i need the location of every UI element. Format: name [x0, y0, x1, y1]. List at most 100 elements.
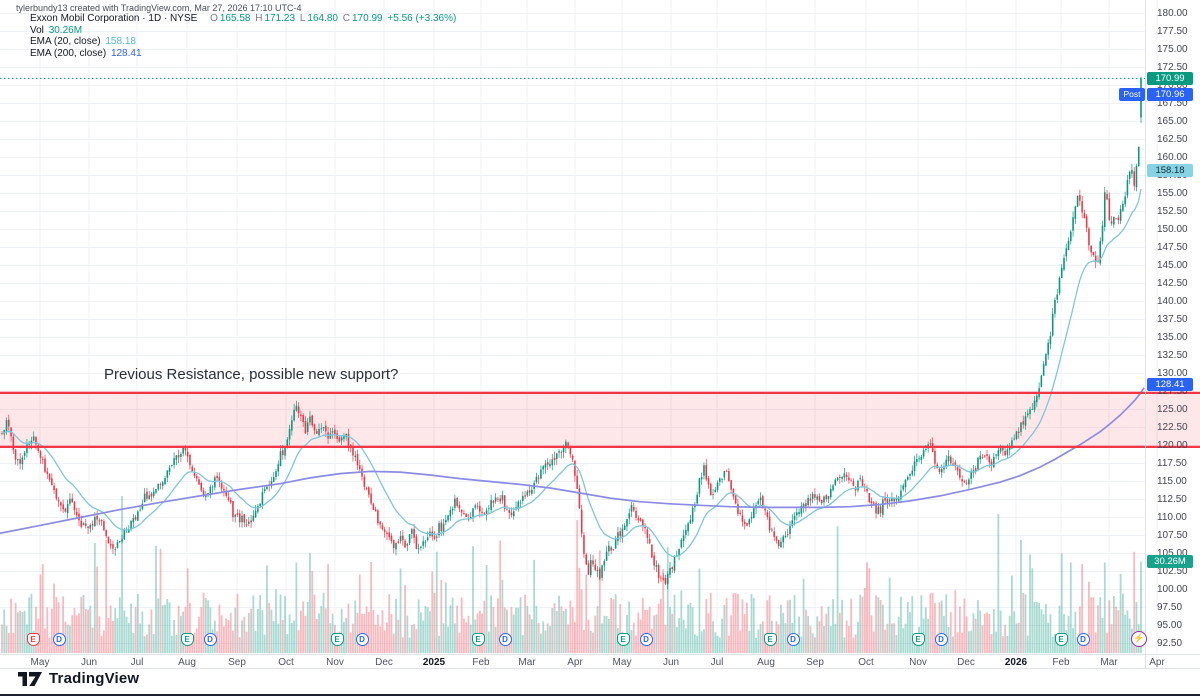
resistance-zone-borders[interactable] [0, 391, 1200, 448]
ema200-legend-row[interactable]: EMA (200, close) 128.41 [30, 48, 144, 59]
time-tick-label: Nov [909, 657, 927, 668]
dividend-icon[interactable]: D [1076, 633, 1090, 646]
change-value: +5.56 (+3.36%) [387, 13, 457, 24]
earnings-icon[interactable]: E [471, 633, 485, 646]
earnings-icon[interactable]: E [1054, 633, 1068, 646]
tradingview-logo-icon [18, 671, 42, 686]
time-tick-label: Sep [228, 657, 246, 668]
price-axis-badge: 170.96 [1147, 88, 1193, 101]
symbol-title[interactable]: Exxon Mobil Corporation · 1D · NYSE [30, 13, 198, 24]
price-tick-label: 142.50 [1157, 277, 1188, 289]
price-tick-label: 160.00 [1157, 151, 1188, 163]
close-value: 170.99 [352, 13, 383, 24]
time-tick-label: Feb [472, 657, 490, 668]
bottom-border-bar [0, 694, 1200, 696]
price-tick-label: 115.00 [1157, 475, 1187, 487]
dividend-icon[interactable]: D [639, 633, 653, 646]
open-label: O [210, 13, 218, 24]
earnings-icon[interactable]: E [180, 633, 194, 646]
time-tick-label: 2025 [422, 657, 446, 668]
ema20-label: EMA (20, close) [30, 36, 101, 47]
price-tick-label: 92.50 [1157, 637, 1183, 649]
price-tick-label: 147.50 [1157, 241, 1188, 253]
tradingview-wordmark: TradingView [49, 670, 140, 687]
high-label: H [255, 13, 263, 24]
time-tick-label: Apr [567, 657, 583, 668]
earnings-icon[interactable]: E [26, 633, 40, 646]
volume-legend-row[interactable]: Vol 30.26M [30, 25, 84, 36]
flash-icon[interactable]: ⚡ [1131, 631, 1147, 647]
price-tick-label: 165.00 [1157, 115, 1188, 127]
price-tick-label: 177.50 [1157, 25, 1188, 37]
open-value: 165.58 [219, 13, 251, 24]
footer[interactable]: TradingView [18, 670, 139, 687]
symbol-legend-row[interactable]: Exxon Mobil Corporation · 1D · NYSE O 165… [30, 13, 458, 24]
price-tick-label: 102.50 [1157, 565, 1188, 577]
price-axis-badge: 158.18 [1147, 164, 1193, 178]
price-axis-badge: 30.26M [1147, 555, 1193, 568]
resistance-zone-fill[interactable] [0, 392, 1200, 447]
earnings-icon[interactable]: E [330, 633, 344, 646]
post-market-chip: Post [1119, 88, 1145, 101]
time-tick-label: Aug [178, 657, 196, 668]
high-value: 171.23 [264, 13, 296, 24]
time-tick-label: Oct [278, 657, 294, 668]
time-axis-border [0, 654, 1200, 655]
time-tick-label: Mar [518, 657, 536, 668]
dividend-icon[interactable]: D [498, 633, 512, 646]
attribution-text: tylerbundy13 created with TradingView.co… [16, 3, 302, 13]
time-tick-label: Jul [130, 657, 144, 668]
time-tick-label: Apr [1149, 657, 1165, 668]
dividend-icon[interactable]: D [355, 633, 369, 646]
dividend-icon[interactable]: D [52, 633, 66, 646]
price-tick-label: 117.50 [1157, 457, 1187, 469]
price-tick-label: 172.50 [1157, 61, 1188, 73]
price-axis-border [1145, 0, 1146, 668]
price-tick-label: 120.00 [1157, 439, 1188, 451]
time-tick-label: May [612, 657, 632, 668]
time-tick-label: Jul [710, 657, 724, 668]
price-tick-label: 100.00 [1157, 583, 1188, 595]
time-tick-label: Sep [806, 657, 824, 668]
ema20-value: 158.18 [105, 36, 136, 47]
earnings-icon[interactable]: E [911, 633, 925, 646]
price-tick-label: 95.00 [1157, 619, 1183, 631]
price-tick-label: 105.00 [1157, 547, 1188, 559]
price-tick-label: 130.00 [1157, 367, 1188, 379]
volume-value: 30.26M [48, 24, 83, 36]
time-tick-label: Jun [662, 657, 680, 668]
price-tick-label: 132.50 [1157, 349, 1188, 361]
low-value: 164.80 [307, 13, 338, 24]
ema200-value: 128.41 [110, 47, 142, 59]
ema20-legend-row[interactable]: EMA (20, close) 158.18 [30, 36, 138, 47]
time-tick-label: 2026 [1004, 657, 1028, 668]
time-tick-label: Nov [326, 657, 344, 668]
price-tick-label: 170.00 [1157, 79, 1188, 91]
price-tick-label: 107.50 [1157, 529, 1188, 541]
dividend-icon[interactable]: D [203, 633, 217, 646]
price-tick-label: 175.00 [1157, 43, 1188, 55]
time-tick-label: Aug [757, 657, 775, 668]
price-tick-label: 112.50 [1157, 493, 1187, 505]
time-tick-label: Dec [375, 657, 393, 668]
earnings-icon[interactable]: E [616, 633, 630, 646]
price-axis-badge: 170.99 [1147, 71, 1193, 85]
dividend-icon[interactable]: D [934, 633, 948, 646]
price-tick-label: 125.00 [1157, 403, 1188, 415]
price-tick-label: 180.00 [1157, 7, 1188, 19]
price-tick-label: 122.50 [1157, 421, 1188, 433]
price-tick-label: 137.50 [1157, 313, 1188, 325]
earnings-icon[interactable]: E [763, 633, 777, 646]
price-tick-label: 150.00 [1157, 223, 1188, 235]
price-tick-label: 162.50 [1157, 133, 1188, 145]
price-tick-label: 152.50 [1157, 205, 1188, 217]
time-tick-label: May [30, 657, 50, 668]
time-tick-label: Mar [1100, 657, 1118, 668]
time-tick-label: Dec [957, 657, 975, 668]
candlesticks [1, 76, 1142, 590]
ema-lines [0, 188, 1145, 558]
dividend-icon[interactable]: D [786, 633, 800, 646]
annotation-text[interactable]: Previous Resistance, possible new suppor… [104, 366, 399, 383]
